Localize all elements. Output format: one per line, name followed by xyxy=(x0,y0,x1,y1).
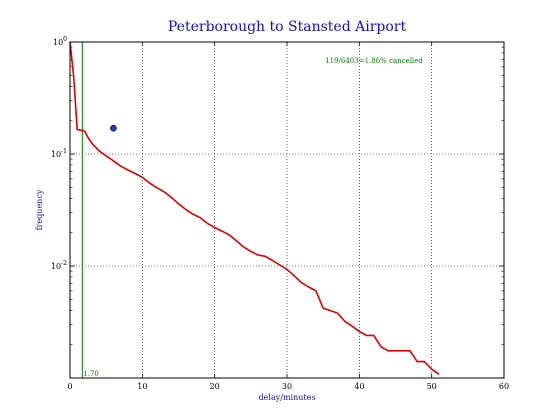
y-tick-exponent: -2 xyxy=(61,260,67,267)
delay-reference-label: 1.70 xyxy=(83,370,99,378)
x-tick-label: 40 xyxy=(354,382,364,391)
plot-frame xyxy=(69,41,505,379)
y-tick-base: 10 xyxy=(51,262,61,271)
frequency-series-line xyxy=(69,41,440,375)
y-tick-exponent: 0 xyxy=(63,36,67,43)
data-point-marker xyxy=(110,124,117,132)
x-tick-label: 50 xyxy=(427,382,437,391)
grid xyxy=(70,42,504,378)
y-tick-base: 10 xyxy=(53,38,63,47)
x-tick-label: 20 xyxy=(210,382,220,391)
y-tick-base: 10 xyxy=(51,150,61,159)
x-axis-label: delay/minutes xyxy=(259,393,316,402)
x-tick-label: 10 xyxy=(137,382,147,391)
x-tick-label: 0 xyxy=(67,382,72,391)
y-tick-label: 10-2 xyxy=(51,260,67,271)
chart-title: Peterborough to Stansted Airport xyxy=(168,19,407,35)
cancelled-annotation: 119/6403=1.86% cancelled xyxy=(325,57,423,65)
y-tick-exponent: -1 xyxy=(61,148,67,155)
y-axis-label: frequency xyxy=(35,189,44,230)
series-layer: 1.70 xyxy=(69,41,440,378)
x-tick-label: 60 xyxy=(499,382,509,391)
y-tick-label: 10-1 xyxy=(51,148,67,159)
x-tick-label: 30 xyxy=(282,382,292,391)
y-tick-label: 100 xyxy=(53,36,67,47)
